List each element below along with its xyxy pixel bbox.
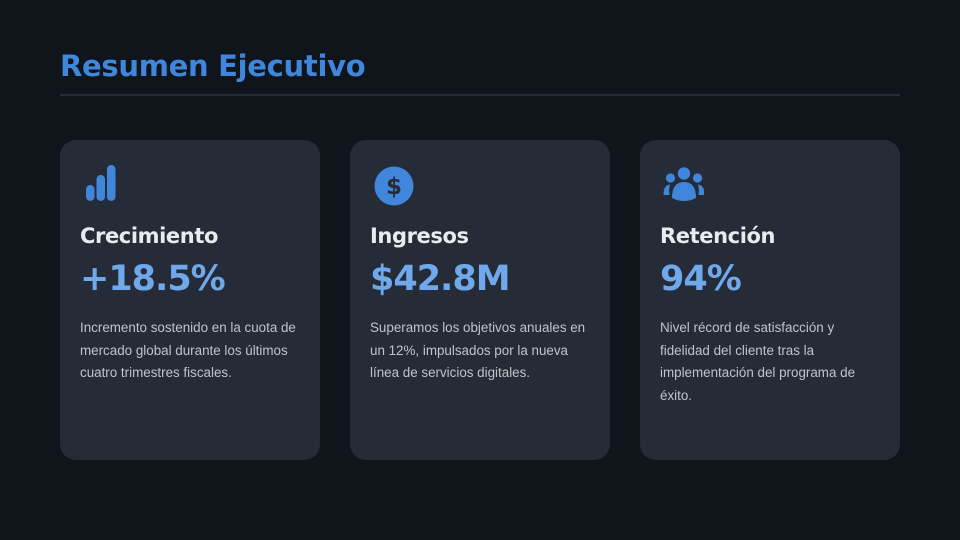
kpi-cards: Crecimiento +18.5% Incremento sostenido … — [60, 140, 900, 460]
kpi-value: 94% — [660, 259, 742, 299]
dollar-circle-icon: $ — [370, 162, 414, 206]
kpi-card-revenue: $ Ingresos $42.8M Superamos los objetivo… — [350, 140, 610, 460]
kpi-label: Retención — [660, 224, 776, 248]
kpi-card-growth: Crecimiento +18.5% Incremento sostenido … — [60, 140, 320, 460]
kpi-description: Incremento sostenido en la cuota de merc… — [80, 320, 296, 380]
kpi-label: Crecimiento — [80, 224, 218, 248]
kpi-description: Superamos los objetivos anuales en un 12… — [370, 320, 586, 380]
title-divider — [60, 94, 900, 96]
kpi-card-retention: Retención 94% Nivel récord de satisfacci… — [640, 140, 900, 460]
kpi-value: $42.8M — [370, 259, 511, 299]
kpi-label: Ingresos — [370, 224, 469, 248]
kpi-value: +18.5% — [80, 259, 226, 299]
svg-text:$: $ — [386, 174, 402, 200]
kpi-description: Nivel récord de satisfacción y fidelidad… — [660, 320, 856, 403]
slide-title: Resumen Ejecutivo — [60, 49, 366, 83]
users-group-icon — [660, 162, 705, 206]
bar-chart-icon — [80, 162, 124, 206]
